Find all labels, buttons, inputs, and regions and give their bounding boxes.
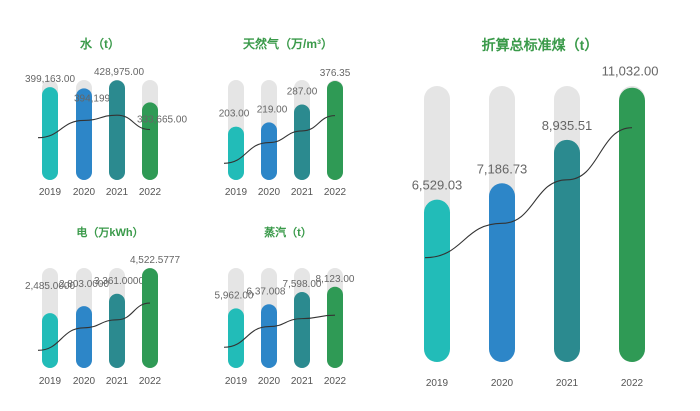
data-label: 6,529.03 (412, 178, 463, 193)
x-tick-label: 2021 (291, 376, 314, 387)
data-label: 4,522.5777 (130, 255, 180, 266)
data-label: 203.00 (219, 109, 250, 120)
trend-line (223, 115, 336, 164)
x-tick-label: 2019 (39, 187, 62, 198)
x-tick-label: 2019 (426, 378, 449, 389)
trend-line (37, 302, 151, 351)
data-label: 6,37.008 (247, 286, 286, 297)
data-label: 3,361.0000 (94, 276, 144, 287)
data-label: 376.35 (320, 68, 351, 79)
chart-title: 蒸汽（t） (264, 225, 312, 239)
bar-2022 (327, 286, 343, 368)
bar-2021 (294, 104, 310, 180)
x-tick-label: 2022 (139, 187, 162, 198)
bar-2022 (142, 268, 158, 368)
x-tick-label: 2021 (106, 187, 129, 198)
bar-2022 (619, 87, 645, 363)
bar-2019 (228, 308, 244, 368)
data-label: 11,032.00 (602, 64, 659, 79)
bar-2021 (109, 80, 125, 180)
bar-2020 (261, 122, 277, 180)
bar-2019 (424, 199, 450, 362)
bar-2020 (76, 306, 92, 368)
trend-line (424, 127, 633, 259)
data-label: 333,665.00 (137, 114, 187, 125)
trend-line (223, 314, 336, 348)
chart-water: 水（t） 399,163.00 2019 394,199.00 2020 428,975.… (25, 36, 187, 198)
chart-steam: 蒸汽（t） 5,962.00 2019 6,37.008 2020 7,598.00 202… (215, 225, 355, 387)
x-tick-label: 2021 (556, 378, 579, 389)
x-tick-label: 2019 (225, 376, 248, 387)
data-label: 399,163.00 (25, 74, 75, 85)
data-label: 287.00 (287, 86, 318, 97)
trend-line (37, 114, 151, 139)
bar-2021 (554, 139, 580, 362)
bar-2020 (76, 88, 92, 180)
data-label: 2,803.0000 (59, 279, 109, 290)
chart-natural-gas: 天然气（万/m³） 203.00 2019 219.00 2020 287.00 2021 3… (219, 36, 351, 198)
chart-title: 折算总标准煤（t） (482, 37, 599, 53)
data-label: 428,975.00 (94, 67, 144, 78)
data-label: 5,962.00 (215, 290, 254, 301)
data-label: 8,123.00 (316, 274, 355, 285)
chart-title: 水（t） (80, 36, 120, 51)
bar-2019 (228, 126, 244, 180)
x-tick-label: 2020 (73, 376, 96, 387)
x-tick-label: 2021 (291, 187, 314, 198)
x-tick-label: 2022 (139, 376, 162, 387)
data-label: 7,186.73 (477, 161, 528, 176)
bar-2019 (42, 87, 58, 180)
bar-2019 (42, 313, 58, 368)
bar-2022 (327, 80, 343, 180)
data-label: 2,485.0000 (25, 281, 75, 292)
bar-2021 (294, 292, 310, 368)
bar-2020 (489, 183, 515, 362)
x-tick-label: 2022 (621, 378, 644, 389)
x-tick-label: 2021 (106, 376, 129, 387)
x-tick-label: 2020 (73, 187, 96, 198)
chart-title: 电（万kWh） (76, 225, 143, 239)
x-tick-label: 2019 (225, 187, 248, 198)
x-tick-label: 2022 (324, 376, 347, 387)
x-tick-label: 2020 (258, 376, 281, 387)
bar-2022 (142, 102, 158, 180)
data-label: 394,199.00 (74, 93, 124, 104)
chart-electricity: 电（万kWh） 2,485.0000 2019 2,803.0000 2020 3,361… (25, 225, 180, 387)
data-label: 219.00 (257, 104, 288, 115)
chart-standard-coal: 折算总标准煤（t） 6,529.03 2019 7,186.73 2020 8,935.5… (412, 37, 659, 389)
data-label: 7,598.00 (283, 279, 322, 290)
bar-2021 (109, 293, 125, 368)
data-label: 8,935.51 (542, 118, 593, 133)
x-tick-label: 2019 (39, 376, 62, 387)
x-tick-label: 2022 (324, 187, 347, 198)
x-tick-label: 2020 (258, 187, 281, 198)
x-tick-label: 2020 (491, 378, 514, 389)
bar-2020 (261, 304, 277, 368)
chart-title: 天然气（万/m³） (243, 36, 333, 51)
